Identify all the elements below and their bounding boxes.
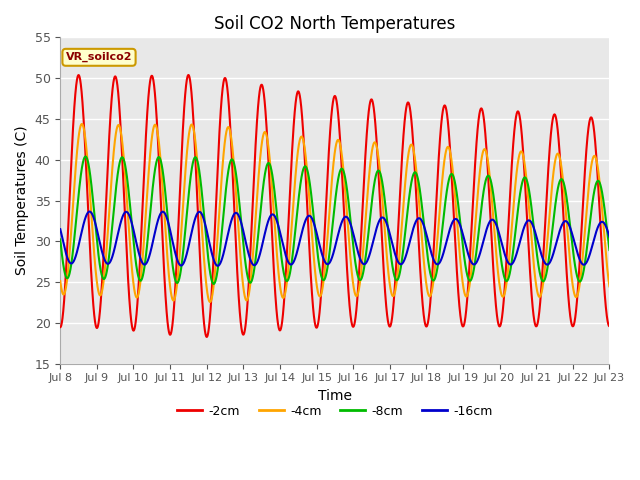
X-axis label: Time: Time [318,389,352,403]
Title: Soil CO2 North Temperatures: Soil CO2 North Temperatures [214,15,456,33]
Legend: -2cm, -4cm, -8cm, -16cm: -2cm, -4cm, -8cm, -16cm [172,400,497,423]
Y-axis label: Soil Temperatures (C): Soil Temperatures (C) [15,126,29,276]
Text: VR_soilco2: VR_soilco2 [66,52,132,62]
